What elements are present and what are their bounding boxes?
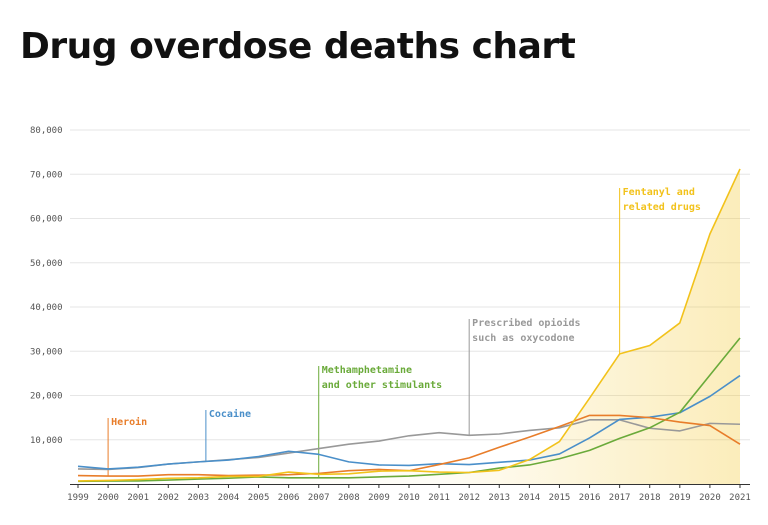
area-fills xyxy=(78,168,740,484)
x-axis: 1999 2000 2001 2002 2003 2004 2005 2006 2007 2008… xyxy=(67,484,751,503)
page-title: Drug overdose deaths chart xyxy=(20,26,576,67)
x-tick-label: 2018 xyxy=(639,493,661,503)
annotation-label: Heroin xyxy=(111,416,147,428)
annotation-label: Fentanyl and xyxy=(623,187,695,198)
x-tick-label: 2001 xyxy=(127,493,149,503)
y-tick-label: 10,000 xyxy=(30,436,63,446)
y-tick-label: 80,000 xyxy=(30,126,63,136)
gridlines xyxy=(70,129,750,441)
y-tick-label: 20,000 xyxy=(30,392,63,402)
annotation-label: and other stimulants xyxy=(322,379,442,391)
series-lines xyxy=(77,168,741,483)
annotation-label: Prescribed opioids xyxy=(472,317,580,329)
annotation-label: related drugs xyxy=(623,202,701,213)
x-tick-label: 2004 xyxy=(218,493,240,503)
x-tick-label: 2021 xyxy=(729,493,751,503)
x-tick-label: 2015 xyxy=(549,493,571,503)
x-tick-label: 2011 xyxy=(428,493,450,503)
x-tick-label: 2002 xyxy=(157,493,179,503)
x-tick-label: 2006 xyxy=(278,493,300,503)
annotation-labels: Heroin Cocaine Methamphetamine and other st… xyxy=(111,187,701,428)
x-tick-label: 2005 xyxy=(248,493,270,503)
x-tick-label: 1999 xyxy=(67,493,89,503)
y-tick-label: 70,000 xyxy=(30,170,63,180)
y-axis: 10,000 20,000 30,000 40,000 50,000 60,000 70,0… xyxy=(30,126,63,446)
annotation-leader-lines xyxy=(107,188,621,478)
annotation-label: such as oxycodone xyxy=(472,333,574,344)
x-tick-label: 2019 xyxy=(669,493,691,503)
annotation-label: Cocaine xyxy=(209,408,251,420)
x-tick-label: 2010 xyxy=(398,493,420,503)
x-tick-label: 2016 xyxy=(579,493,601,503)
x-tick-label: 2013 xyxy=(488,493,510,503)
series-line-cocaine xyxy=(77,374,741,470)
y-tick-label: 30,000 xyxy=(30,347,63,357)
series-line-methamphetamine-and-other-stimulants xyxy=(77,337,741,483)
x-tick-label: 2009 xyxy=(368,493,390,503)
y-tick-label: 50,000 xyxy=(30,259,63,269)
y-tick-label: 40,000 xyxy=(30,303,63,313)
fentanyl-area-fill xyxy=(78,168,740,484)
x-tick-label: 2003 xyxy=(188,493,210,503)
x-tick-label: 2020 xyxy=(699,493,721,503)
x-tick-label: 2014 xyxy=(519,493,541,503)
x-tick-label: 2008 xyxy=(338,493,360,503)
y-tick-label: 60,000 xyxy=(30,215,63,225)
series-line-fentanyl-and-related-drugs xyxy=(77,168,741,482)
x-tick-label: 2017 xyxy=(609,493,631,503)
x-tick-label: 2007 xyxy=(308,493,330,503)
annotation-label: Methamphetamine xyxy=(322,364,412,376)
x-tick-label: 2000 xyxy=(97,493,119,503)
x-tick-label: 2012 xyxy=(458,493,480,503)
